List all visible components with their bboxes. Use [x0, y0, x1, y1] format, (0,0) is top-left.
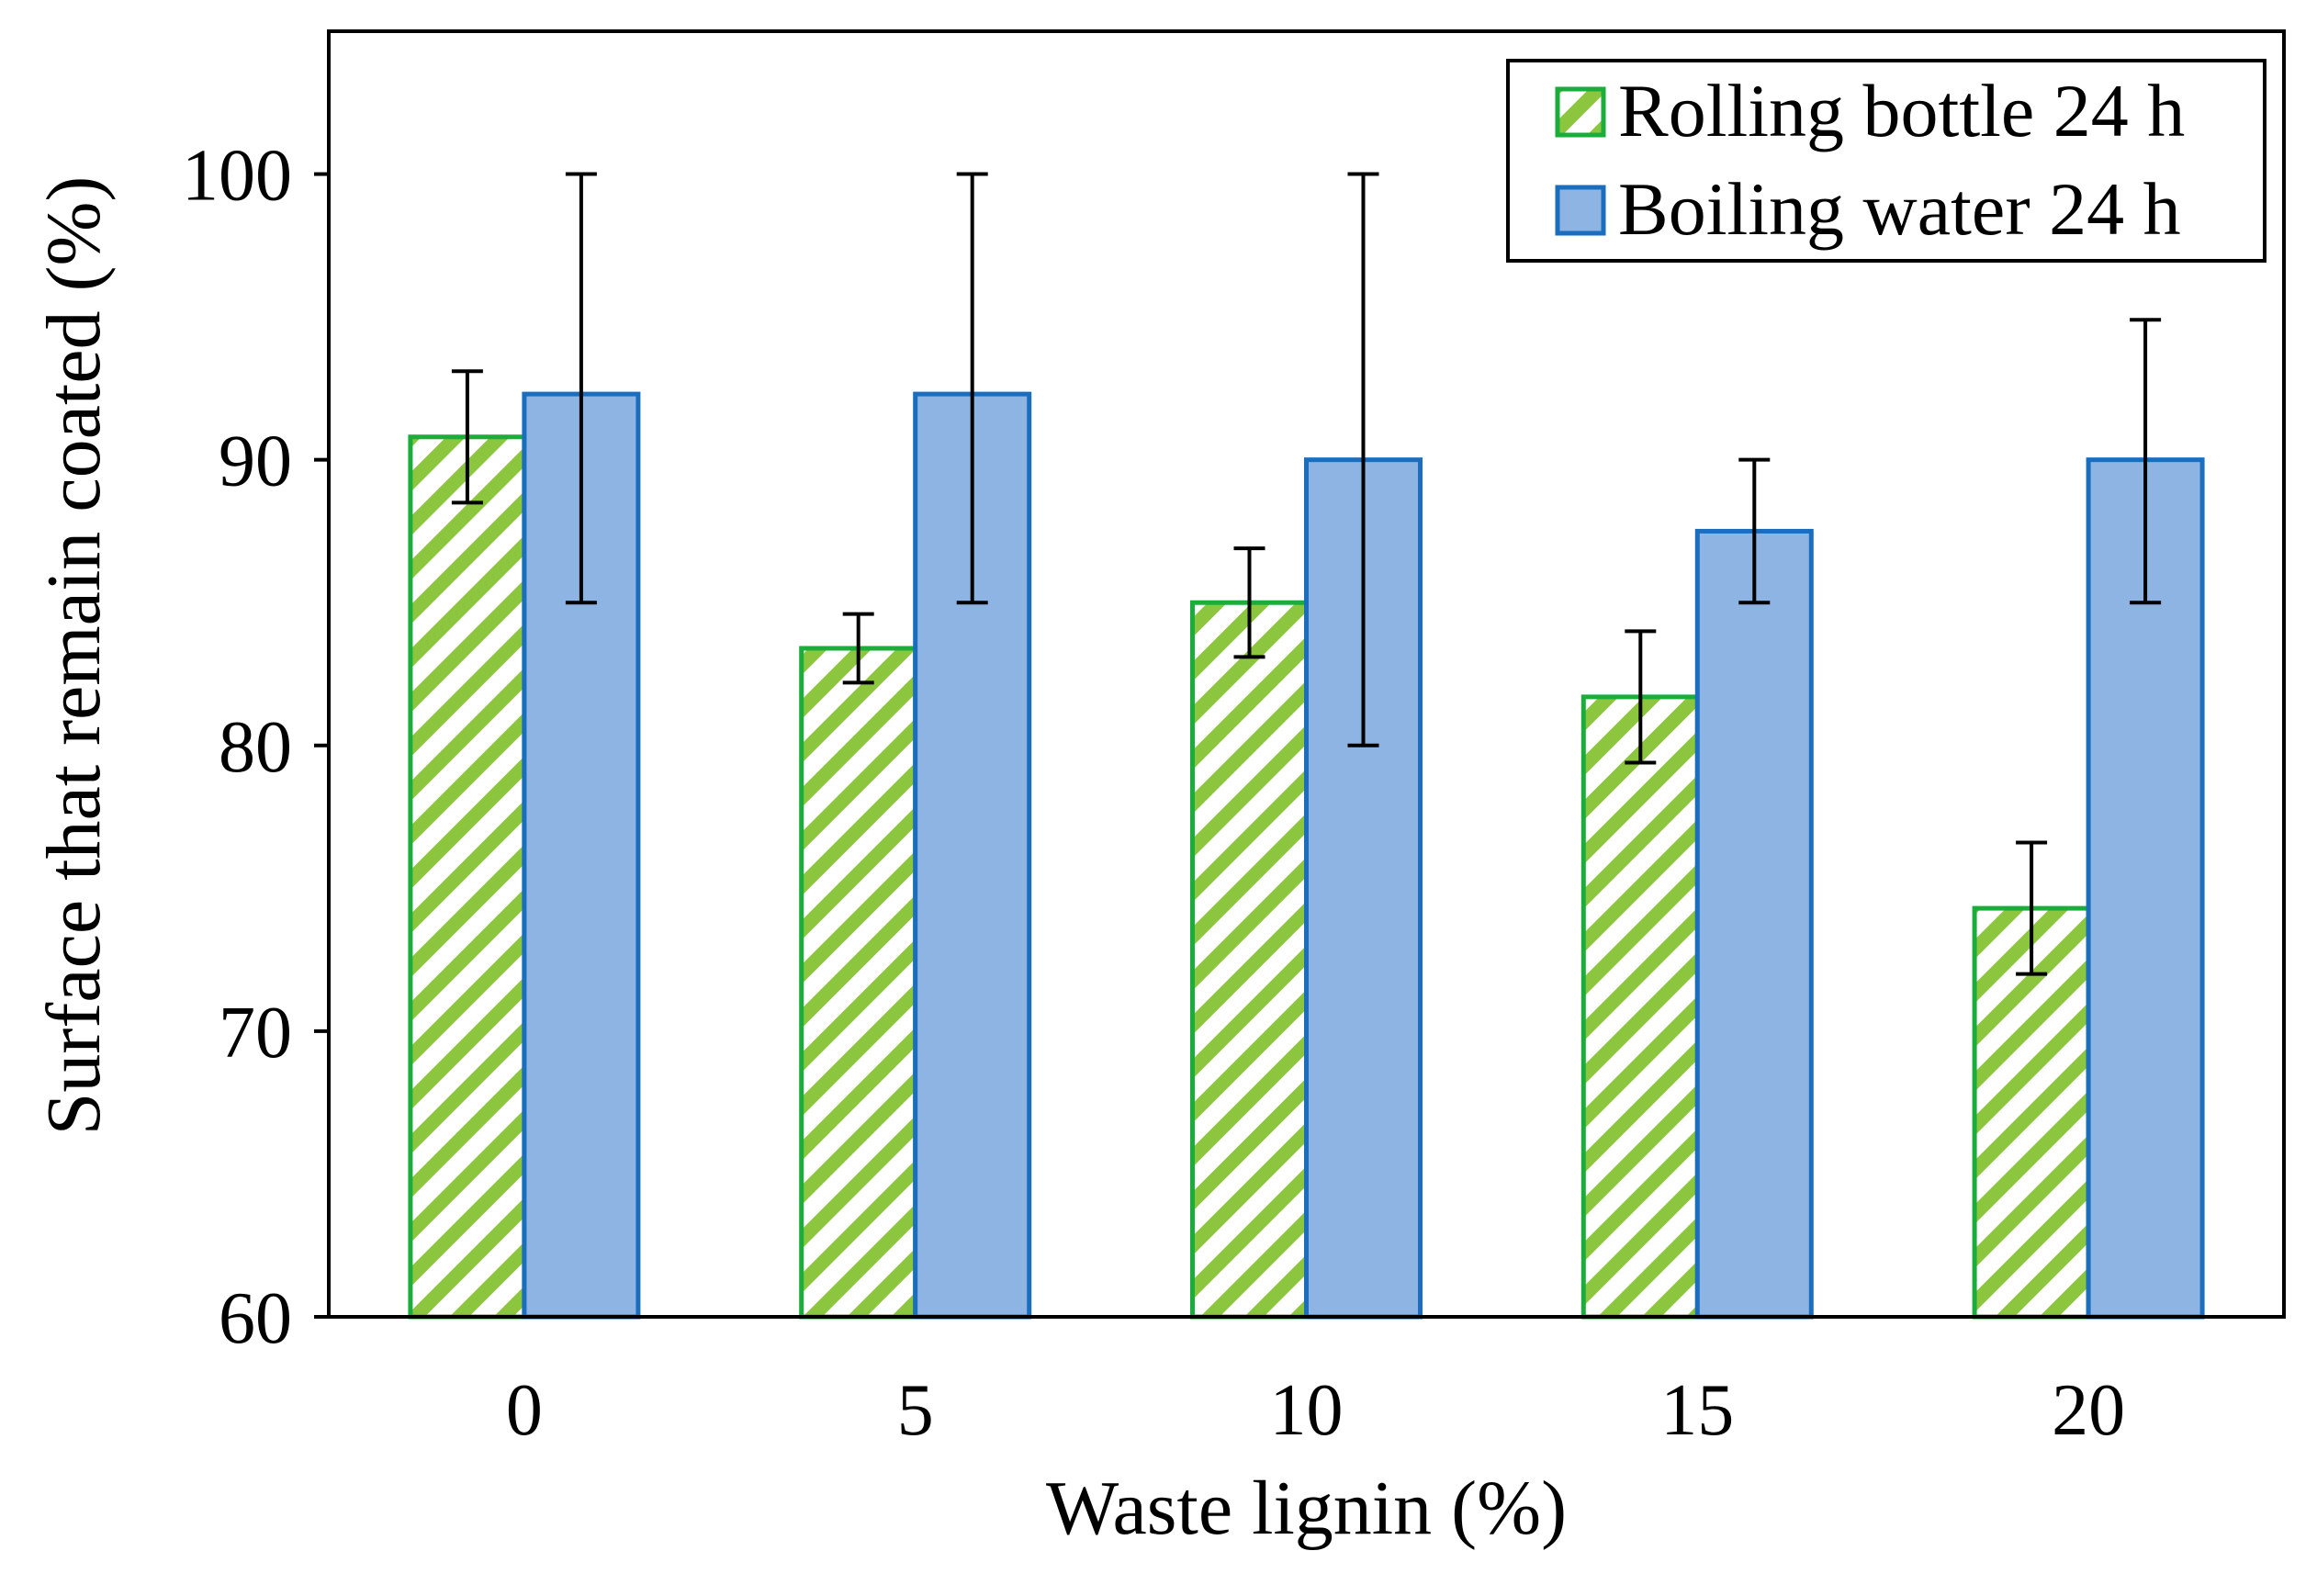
legend-swatch-rolling-bottle [1555, 86, 1606, 138]
bar-rolling-bottle-10 [1190, 600, 1309, 1320]
y-axis-title: Surface that remain coated (%) [31, 176, 117, 1136]
errorbar-boiling-water-0 [565, 172, 597, 605]
x-tick-label-5: 5 [897, 1370, 934, 1451]
legend-box [1506, 59, 2266, 263]
errorbar-rolling-bottle-10 [1233, 546, 1265, 659]
y-tick-label-90: 90 [219, 421, 292, 502]
y-tick-label-60: 60 [219, 1278, 292, 1359]
y-tick-label-70: 70 [219, 993, 292, 1073]
errorbar-rolling-bottle-0 [451, 369, 483, 505]
errorbar-boiling-water-10 [1347, 172, 1379, 747]
errorbar-rolling-bottle-5 [842, 612, 874, 685]
x-axis-title: Waste lignin (%) [1046, 1466, 1567, 1551]
plot-area-frame [327, 29, 2286, 1319]
x-axis: 0 5 10 15 20 [506, 1370, 2125, 1451]
bar-rolling-bottle-15 [1580, 694, 1700, 1320]
errorbar-boiling-water-15 [1738, 457, 1771, 605]
legend-label-boiling-water: Boiling water 24 h [1618, 167, 2181, 251]
legend-swatch-boiling-water [1555, 185, 1606, 236]
legend-label-rolling-bottle: Rolling bottle 24 h [1618, 69, 2185, 152]
bar-rolling-bottle-5 [799, 646, 918, 1320]
errorbar-rolling-bottle-20 [2016, 840, 2048, 976]
errorbar-boiling-water-5 [956, 172, 988, 605]
x-tick-label-10: 10 [1270, 1370, 1344, 1451]
legend: Rolling bottle 24 h Boiling water 24 h [1506, 59, 2266, 263]
error-bars-layer [451, 172, 2162, 976]
y-tick-label-80: 80 [219, 707, 292, 788]
x-tick-label-15: 15 [1660, 1370, 1734, 1451]
y-tick-label-100: 100 [182, 136, 292, 217]
errorbar-boiling-water-20 [2130, 318, 2162, 605]
x-tick-label-0: 0 [506, 1370, 543, 1451]
y-axis: 60 70 80 90 100 [182, 136, 329, 1359]
bars-layer [408, 391, 2205, 1320]
x-tick-label-20: 20 [2052, 1370, 2125, 1451]
bar-boiling-water-15 [1694, 528, 1814, 1320]
errorbar-rolling-bottle-15 [1625, 629, 1657, 765]
bar-rolling-bottle-0 [408, 434, 527, 1320]
